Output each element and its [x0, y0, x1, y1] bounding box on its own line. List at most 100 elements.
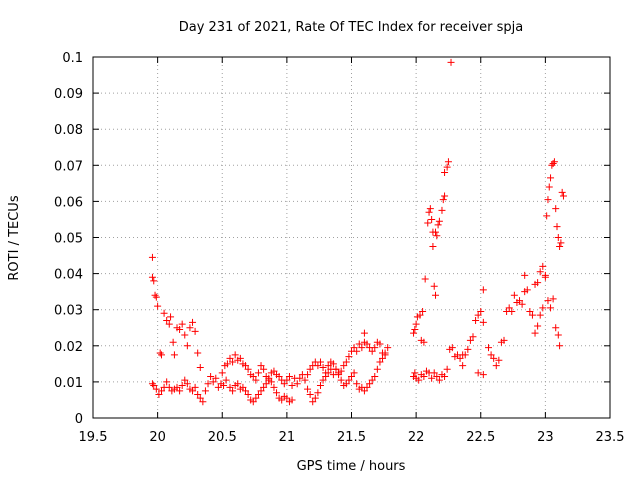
y-tick-label: 0.06	[54, 195, 83, 210]
data-point	[438, 206, 446, 214]
y-tick-label: 0.03	[54, 304, 83, 319]
data-point	[278, 396, 286, 404]
data-point	[466, 336, 474, 344]
data-point	[544, 297, 552, 305]
data-point	[360, 329, 368, 337]
data-point	[335, 371, 343, 379]
data-point	[472, 317, 480, 325]
data-point	[220, 382, 228, 390]
data-point	[447, 58, 455, 66]
data-point	[158, 351, 166, 359]
data-point	[469, 333, 477, 341]
y-tick-label: 0.07	[54, 159, 83, 174]
y-tick-label: 0.09	[54, 87, 83, 102]
data-point	[345, 353, 353, 361]
data-point	[283, 394, 291, 402]
data-point	[556, 243, 564, 251]
data-point	[226, 383, 234, 391]
data-point	[510, 291, 518, 299]
data-point	[306, 391, 314, 399]
data-point	[544, 196, 552, 204]
data-point	[539, 304, 547, 312]
data-point	[204, 380, 212, 388]
data-point	[194, 391, 202, 399]
data-point	[270, 383, 278, 391]
y-tick-label: 0	[75, 412, 83, 427]
data-point	[275, 372, 283, 380]
data-point	[556, 342, 564, 350]
x-axis-label: GPS time / hours	[297, 459, 406, 474]
data-point	[309, 398, 317, 406]
data-point	[201, 387, 209, 395]
data-point	[350, 344, 358, 352]
data-point	[324, 369, 332, 377]
data-point	[426, 205, 434, 213]
data-point	[443, 365, 451, 373]
data-point	[353, 347, 361, 355]
data-point	[552, 324, 560, 332]
data-point	[421, 275, 429, 283]
data-point	[301, 376, 309, 384]
data-point	[363, 383, 371, 391]
data-point	[411, 369, 419, 377]
data-point	[199, 398, 207, 406]
data-point	[479, 318, 487, 326]
data-point	[474, 311, 482, 319]
data-point	[363, 340, 371, 348]
data-point	[547, 174, 555, 182]
data-point	[189, 387, 197, 395]
data-point	[534, 279, 542, 287]
data-point	[416, 311, 424, 319]
data-point	[432, 228, 440, 236]
data-point	[448, 344, 456, 352]
data-point	[191, 327, 199, 335]
data-point	[218, 369, 226, 377]
data-point	[428, 215, 436, 223]
data-point	[348, 372, 355, 380]
tick-labels: 19.5 20 20.5 21 21.5 22 22.5 23 23.5 0 0.01 0.02 0.0…	[54, 51, 624, 445]
data-point	[547, 304, 555, 312]
data-point	[428, 374, 436, 382]
data-point	[176, 326, 184, 334]
data-point	[342, 358, 350, 366]
data-point	[160, 309, 168, 317]
data-point	[151, 291, 159, 299]
data-point	[252, 394, 260, 402]
data-point	[412, 320, 420, 328]
data-point	[186, 324, 194, 332]
data-point	[304, 385, 312, 393]
data-point	[152, 385, 160, 393]
data-point	[257, 362, 265, 370]
data-point	[485, 344, 493, 352]
data-point	[554, 331, 562, 339]
data-point	[430, 282, 438, 290]
data-point	[459, 351, 467, 359]
data-point	[495, 356, 503, 364]
data-point	[214, 383, 222, 391]
data-point	[254, 369, 262, 377]
data-point	[379, 354, 387, 362]
data-point	[254, 391, 262, 399]
data-point	[183, 342, 191, 350]
data-point	[329, 360, 337, 368]
data-point	[229, 387, 237, 395]
data-point	[283, 376, 291, 384]
data-point	[229, 358, 237, 366]
data-point	[189, 318, 197, 326]
data-point	[170, 351, 178, 359]
data-point	[545, 183, 553, 191]
data-point	[479, 371, 487, 379]
y-tick-label: 0.08	[54, 123, 83, 138]
data-point	[526, 308, 534, 316]
data-point	[280, 380, 288, 388]
data-point	[242, 362, 250, 370]
data-point	[239, 383, 247, 391]
data-point	[477, 308, 485, 316]
data-point	[381, 349, 389, 357]
data-point	[433, 372, 441, 380]
data-point	[368, 376, 376, 384]
data-point	[429, 243, 437, 251]
data-point	[244, 365, 252, 373]
data-point	[223, 360, 231, 368]
